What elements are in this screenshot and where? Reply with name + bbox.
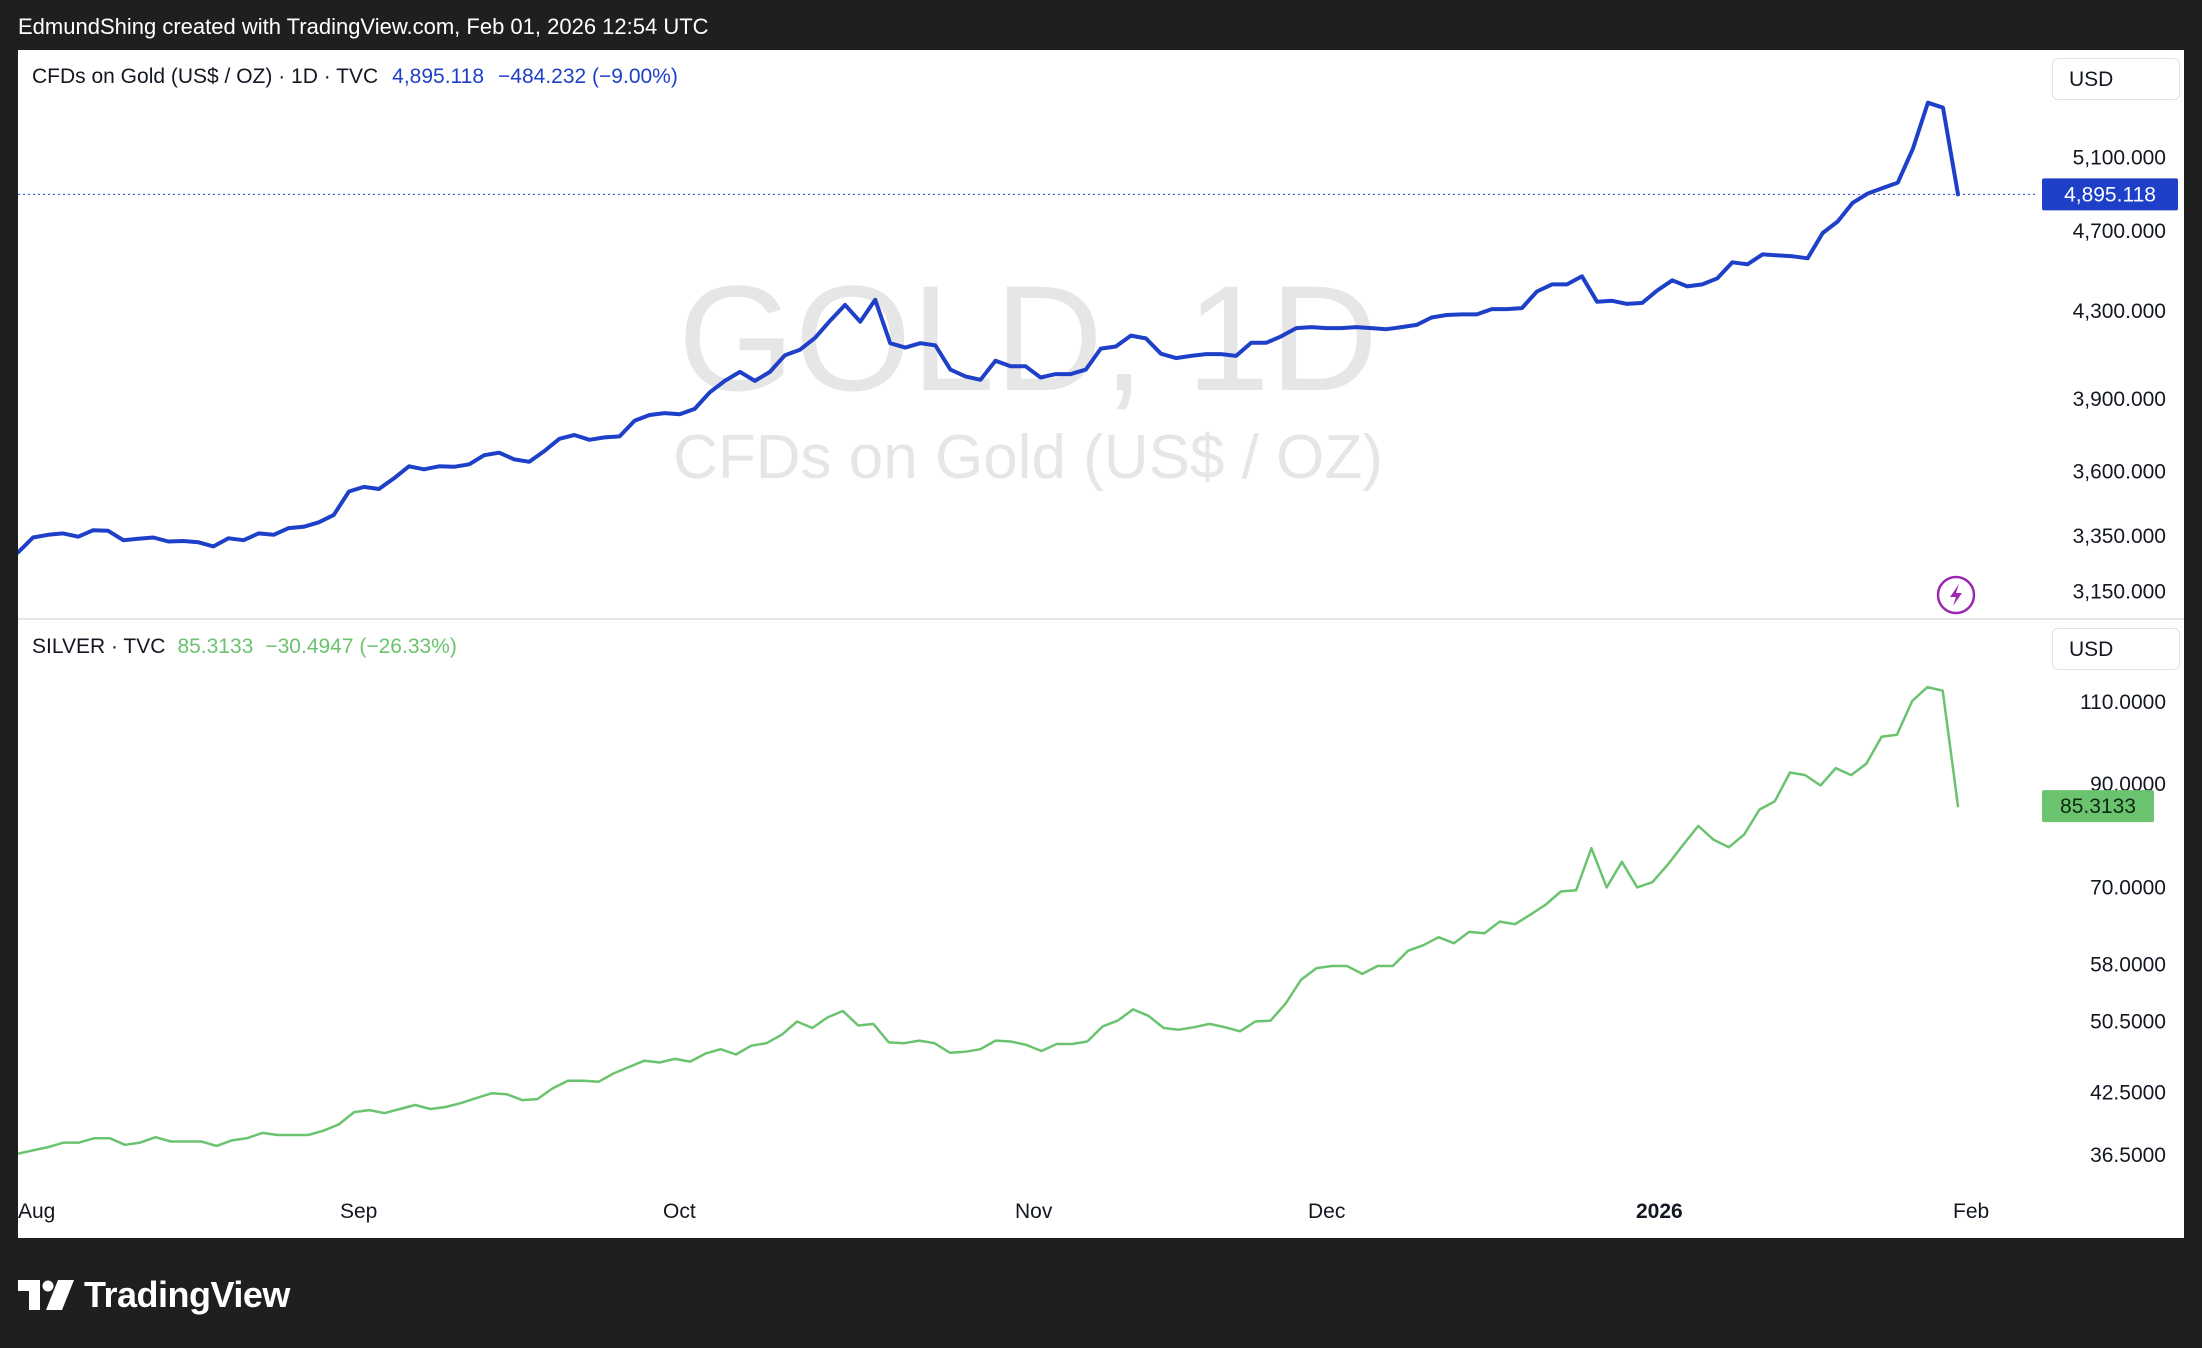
gold-pane[interactable]: GOLD, 1D CFDs on Gold (US$ / OZ) 5,100.0…	[18, 50, 2184, 618]
x-tick-label-year: 2026	[1636, 1200, 1683, 1223]
x-tick-label: Sep	[340, 1200, 378, 1223]
y-tick-label: 50.5000	[2090, 1011, 2166, 1034]
lightning-icon[interactable]	[1936, 575, 1976, 615]
y-tick-label: 3,900.000	[2073, 388, 2166, 411]
y-tick-label: 5,100.000	[2073, 147, 2166, 170]
silver-legend[interactable]: SILVER · TVC 85.3133 −30.4947 (−26.33%)	[32, 632, 457, 662]
gold-watermark-symbol: GOLD, 1D	[678, 254, 1378, 422]
silver-y-axis: 110.000090.000070.000058.000050.500042.5…	[2080, 691, 2166, 1167]
silver-symbol-title[interactable]: SILVER · TVC	[32, 635, 166, 658]
y-tick-label: 42.5000	[2090, 1081, 2166, 1104]
y-tick-label: 36.5000	[2090, 1144, 2166, 1167]
gold-last-price-label: 4,895.118	[2064, 183, 2156, 206]
tradingview-wordmark: TradingView	[84, 1274, 290, 1315]
gold-change: −484.232 (−9.00%)	[498, 65, 678, 88]
silver-pane[interactable]: 110.0000 90.0000 70.0000 58.0000 50.5000 42.5…	[18, 620, 2184, 1190]
gold-watermark-name: CFDs on Gold (US$ / OZ)	[673, 423, 1383, 492]
silver-last-price-label: 85.3133	[2060, 795, 2136, 818]
silver-chart-svg: 110.000090.000070.000058.000050.500042.5…	[18, 685, 2166, 1167]
tradingview-footer: TradingView	[18, 1270, 290, 1320]
gold-chart-svg: GOLD, 1D CFDs on Gold (US$ / OZ) 5,100.0…	[18, 100, 2178, 615]
x-tick-label: Dec	[1308, 1200, 1346, 1223]
silver-currency-button[interactable]: USD	[2052, 628, 2180, 670]
gold-y-axis: 5,100.000 4,700.000 4,300.000 3,900.000 3,60…	[2073, 147, 2166, 604]
chart-header-caption: EdmundShing created with TradingView.com…	[18, 14, 709, 39]
gold-legend[interactable]: CFDs on Gold (US$ / OZ) · 1D · TVC 4,895.…	[32, 62, 678, 92]
silver-change: −30.4947 (−26.33%)	[265, 635, 457, 658]
gold-last-value: 4,895.118	[392, 65, 485, 88]
silver-last-price-badge: 85.3133	[2042, 790, 2154, 823]
x-tick-label: Nov	[1015, 1200, 1053, 1223]
gold-symbol-title[interactable]: CFDs on Gold (US$ / OZ) · 1D · TVC	[32, 65, 379, 88]
tradingview-logo-icon	[18, 1280, 74, 1310]
x-tick-label: Oct	[663, 1200, 696, 1223]
y-tick-label: 4,300.000	[2073, 300, 2166, 323]
y-tick-label: 3,150.000	[2073, 581, 2166, 604]
gold-last-price-badge: 4,895.118	[2042, 178, 2178, 211]
gold-price-line[interactable]	[18, 100, 1960, 555]
pane-divider[interactable]	[18, 618, 2184, 620]
x-tick-label: Aug	[18, 1200, 56, 1223]
y-tick-label: 3,600.000	[2073, 460, 2166, 483]
y-tick-label: 70.0000	[2090, 876, 2166, 899]
silver-price-line[interactable]	[18, 685, 1960, 1155]
time-axis[interactable]: Aug Sep Oct Nov Dec 2026 Feb	[18, 1190, 2184, 1238]
gold-currency-button[interactable]: USD	[2052, 58, 2180, 100]
chart-frame: GOLD, 1D CFDs on Gold (US$ / OZ) 5,100.0…	[18, 50, 2184, 1238]
y-tick-label: 58.0000	[2090, 954, 2166, 977]
y-tick-label: 3,350.000	[2073, 525, 2166, 548]
x-tick-label: Feb	[1953, 1200, 1990, 1223]
y-tick-label: 4,700.000	[2073, 220, 2166, 243]
silver-last-value: 85.3133	[177, 635, 254, 658]
y-tick-label: 110.0000	[2080, 691, 2166, 714]
